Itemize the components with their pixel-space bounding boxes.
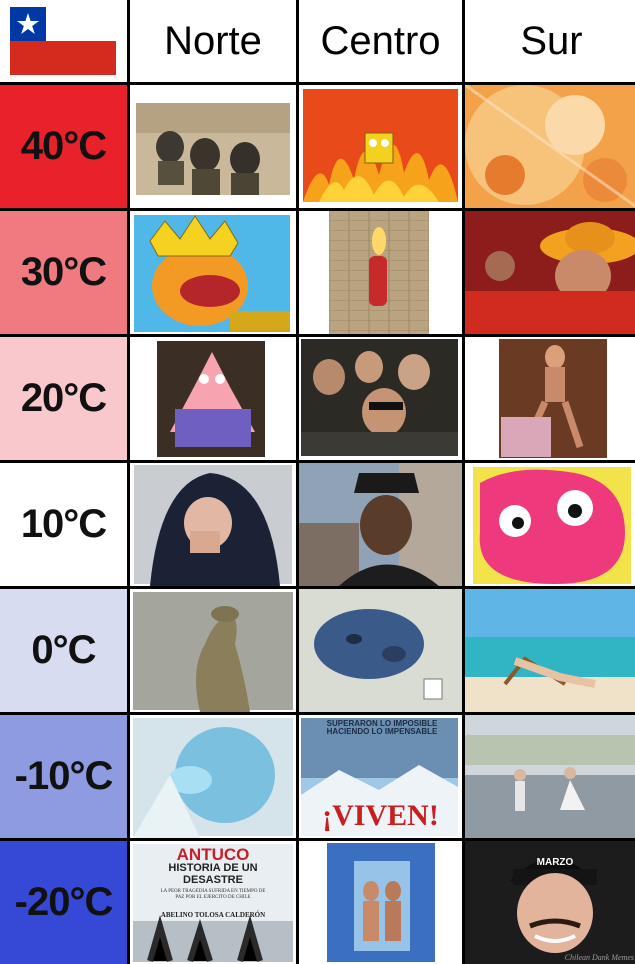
rain-dancing-couple-image xyxy=(465,715,635,838)
beach-chair-relax-image xyxy=(465,589,635,712)
beanie-text: MARZO xyxy=(536,857,574,868)
patrick-star-sweater-image xyxy=(130,337,296,460)
viven-title: ¡VIVEN! xyxy=(322,799,439,832)
flag-cell xyxy=(0,0,127,82)
man-cold-jacket-image xyxy=(130,463,296,586)
temp-label-10: 10°C xyxy=(0,463,127,586)
watermark: Chilean Dank Memes xyxy=(564,953,634,962)
desert-masked-soldiers-image xyxy=(130,85,296,208)
viven-tagline: SUPERARON LO IMPOSIBLE HACIENDO LO IMPEN… xyxy=(326,719,438,737)
pink-monster-face-image xyxy=(465,463,635,586)
viven-movie-poster-image: SUPERARON LO IMPOSIBLE HACIENDO LO IMPEN… xyxy=(299,715,462,838)
column-header-norte: Norte xyxy=(130,0,296,82)
temp-label-0: 0°C xyxy=(0,589,127,712)
frozen-blue-man-image xyxy=(130,715,296,838)
smiling-man-beanie-image: MARZO Chilean Dank Memes xyxy=(465,841,635,964)
cartoon-king-laughing-image xyxy=(130,211,296,334)
antuco-title: ANTUCO xyxy=(176,845,250,864)
column-header-centro: Centro xyxy=(299,0,462,82)
temp-label-20: 20°C xyxy=(0,337,127,460)
blue-frozen-face-image xyxy=(299,589,462,712)
group-selfie-friends-image xyxy=(299,337,462,460)
temp-label-40: 40°C xyxy=(0,85,127,208)
explosion-splash-image xyxy=(465,85,635,208)
temp-label-minus-20: -20°C xyxy=(0,841,127,964)
chile-flag-icon xyxy=(10,7,116,75)
sombrero-fan-laughing-image xyxy=(465,211,635,334)
dancing-kid-image xyxy=(465,337,635,460)
antuco-author: ABELINO TOLOSA CALDERÓN xyxy=(160,911,266,919)
frozen-couple-ice-image xyxy=(299,841,462,964)
temp-label-30: 30°C xyxy=(0,211,127,334)
fire-extinguisher-wall-image xyxy=(299,211,462,334)
interviewed-man-hat-image xyxy=(299,463,462,586)
antuco-subtitle: HISTORIA DE UN DESASTRE xyxy=(168,862,258,886)
frozen-sloth-image xyxy=(130,589,296,712)
column-header-sur: Sur xyxy=(465,0,635,82)
antuco-book-cover-image: ANTUCO HISTORIA DE UN DESASTRE LA PEOR T… xyxy=(130,841,296,964)
spongebob-fire-image xyxy=(299,85,462,208)
antuco-small-text: LA PEOR TRAGEDIA SUFRIDA EN TIEMPO DE PA… xyxy=(160,889,266,900)
temp-label-minus-10: -10°C xyxy=(0,715,127,838)
